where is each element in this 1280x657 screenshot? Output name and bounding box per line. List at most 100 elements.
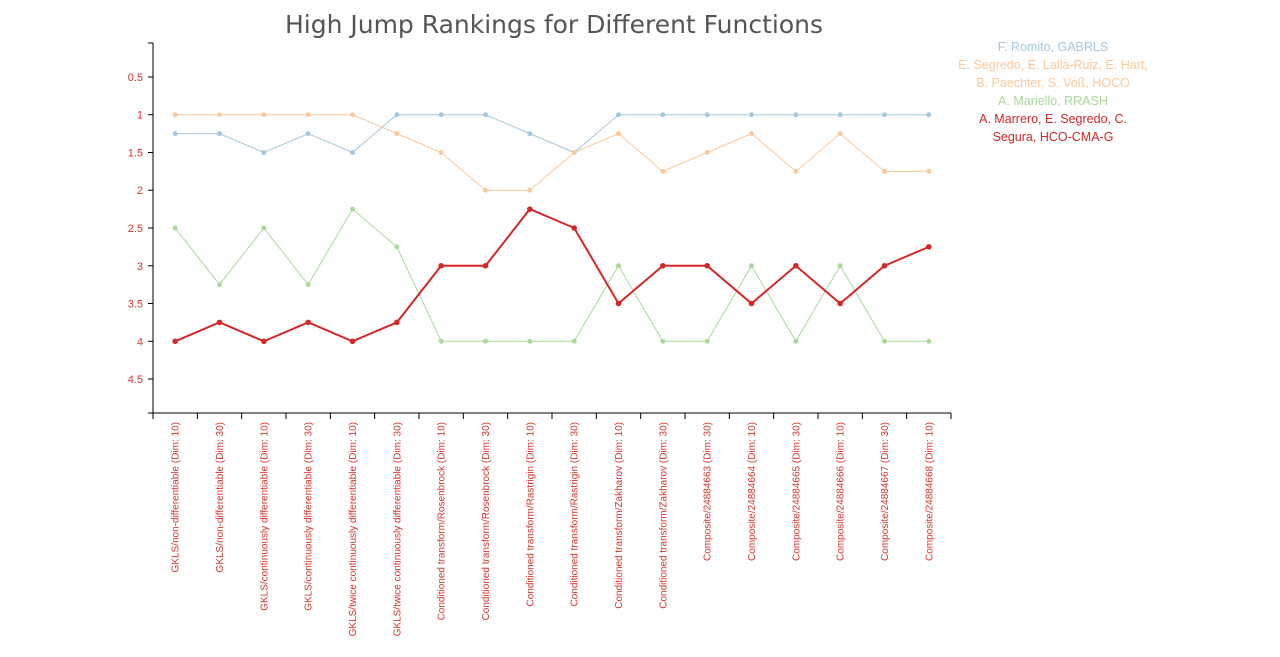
data-point[interactable] — [660, 112, 666, 118]
data-point[interactable] — [483, 112, 488, 118]
data-point[interactable] — [305, 131, 311, 137]
data-point[interactable] — [616, 131, 621, 137]
data-point[interactable] — [261, 225, 267, 231]
data-point[interactable] — [527, 131, 533, 137]
data-point[interactable] — [217, 282, 222, 288]
x-tick-label: GKLS/continuously differentiable (Dim: 3… — [304, 422, 315, 611]
legend-entry-1[interactable]: F. Romito, GABRLS — [998, 40, 1108, 54]
data-point[interactable] — [571, 225, 577, 231]
data-point[interactable] — [881, 262, 888, 269]
legend-entry-line: A. Mariello, RRASH — [998, 94, 1108, 108]
x-tick-label: Composite/24884667 (Dim: 30) — [880, 422, 891, 561]
data-point[interactable] — [350, 149, 355, 155]
y-tick-label: 1 — [137, 110, 143, 122]
data-point[interactable] — [704, 112, 710, 118]
series-line — [174, 208, 929, 343]
data-point[interactable] — [748, 300, 755, 307]
data-point[interactable] — [926, 338, 932, 344]
data-point[interactable] — [793, 112, 799, 118]
x-tick-label: GKLS/twice continuously differentiable (… — [392, 422, 403, 636]
data-point[interactable] — [394, 319, 400, 326]
data-point[interactable] — [349, 338, 356, 345]
x-tick-label: Conditioned transform/Rosenbrock (Dim: 3… — [481, 422, 492, 620]
x-tick-label: Composite/24884665 (Dim: 30) — [791, 422, 802, 561]
data-point[interactable] — [616, 263, 621, 269]
data-point[interactable] — [438, 338, 444, 344]
data-point[interactable] — [571, 149, 577, 155]
data-point[interactable] — [660, 262, 666, 269]
data-point[interactable] — [261, 338, 267, 345]
data-point[interactable] — [438, 112, 444, 118]
data-point[interactable] — [837, 112, 843, 118]
data-point[interactable] — [483, 187, 488, 193]
data-point[interactable] — [837, 300, 843, 307]
data-point[interactable] — [172, 112, 178, 118]
data-point[interactable] — [615, 300, 622, 307]
data-point[interactable] — [527, 187, 533, 193]
data-point[interactable] — [704, 338, 710, 344]
data-point[interactable] — [172, 131, 178, 137]
x-tick-label: Conditioned transform/Rosenbrock (Dim: 1… — [437, 422, 448, 620]
y-tick-label: 2 — [137, 185, 143, 197]
data-point[interactable] — [749, 131, 754, 137]
x-tick-label: Conditioned transform/Rastrigin (Dim: 10… — [525, 422, 536, 607]
data-point[interactable] — [793, 262, 799, 269]
series-line — [175, 114, 929, 154]
data-point[interactable] — [749, 263, 754, 269]
data-point[interactable] — [660, 168, 666, 174]
data-point[interactable] — [793, 338, 799, 344]
data-point[interactable] — [261, 112, 267, 118]
data-point[interactable] — [793, 168, 799, 174]
data-point[interactable] — [616, 112, 621, 118]
data-point[interactable] — [926, 168, 932, 174]
data-point[interactable] — [482, 262, 489, 269]
data-point[interactable] — [438, 149, 444, 155]
data-point[interactable] — [394, 112, 400, 118]
data-point[interactable] — [483, 338, 488, 344]
y-tick-label: 2.5 — [128, 223, 143, 235]
x-tick-label: GKLS/non-differentiable (Dim: 30) — [215, 422, 226, 572]
data-point[interactable] — [882, 338, 887, 344]
series-line — [175, 114, 929, 191]
data-point[interactable] — [438, 262, 444, 269]
data-point[interactable] — [350, 112, 355, 118]
data-point[interactable] — [926, 244, 932, 250]
data-point[interactable] — [172, 225, 178, 231]
legend-entry-4[interactable]: A. Marrero, E. Segredo, C. Segura, HCO-CM… — [979, 112, 1127, 144]
data-point[interactable] — [217, 112, 222, 118]
legend-entry-line: Segura, HCO-CMA-G — [993, 130, 1114, 144]
data-point[interactable] — [172, 338, 178, 345]
data-point[interactable] — [305, 112, 311, 118]
series-line — [174, 207, 930, 343]
legend-entry-line: E. Segredo, E. Lalla-Ruiz, E. Hart, — [958, 58, 1148, 72]
data-point[interactable] — [261, 149, 267, 155]
data-point[interactable] — [882, 112, 887, 118]
data-point[interactable] — [216, 319, 223, 326]
data-point[interactable] — [704, 149, 710, 155]
data-point[interactable] — [217, 131, 222, 137]
data-point[interactable] — [837, 131, 843, 137]
data-point[interactable] — [704, 262, 710, 269]
x-tick-label: Conditioned transform/Zakharov (Dim: 30) — [658, 422, 669, 609]
data-point[interactable] — [882, 168, 887, 174]
x-tick-label: Composite/24884666 (Dim: 10) — [836, 422, 847, 561]
data-point[interactable] — [837, 263, 843, 269]
legend-entry-line: A. Marrero, E. Segredo, C. — [979, 112, 1127, 126]
data-point[interactable] — [749, 112, 754, 118]
data-point[interactable] — [527, 338, 533, 344]
legend-entry-3[interactable]: A. Mariello, RRASH — [998, 94, 1108, 108]
data-point[interactable] — [394, 131, 400, 137]
data-point[interactable] — [305, 319, 311, 326]
legend: F. Romito, GABRLS E. Segredo, E. Lalla-Ru… — [958, 40, 1148, 144]
data-point[interactable] — [350, 206, 355, 212]
legend-entry-2[interactable]: E. Segredo, E. Lalla-Ruiz, E. Hart, B. Pa… — [958, 58, 1148, 90]
data-point[interactable] — [394, 244, 400, 250]
data-point[interactable] — [926, 112, 932, 118]
data-point[interactable] — [571, 338, 577, 344]
data-point[interactable] — [305, 282, 311, 288]
legend-entry-line: F. Romito, GABRLS — [998, 40, 1108, 54]
data-point[interactable] — [527, 206, 533, 212]
data-point[interactable] — [660, 338, 666, 344]
x-tick-label: Composite/24884664 (Dim: 10) — [747, 422, 758, 561]
